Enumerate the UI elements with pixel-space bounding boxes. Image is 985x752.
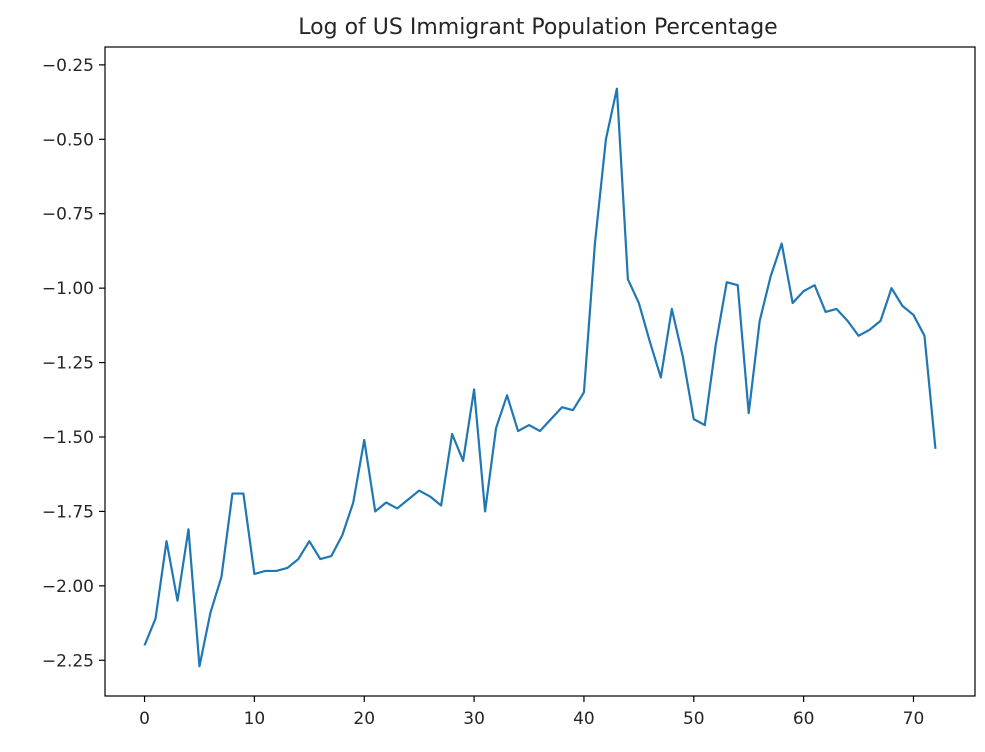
y-tick-label: −1.50 [42,428,94,448]
x-tick-label: 10 [244,709,266,729]
x-tick-label: 70 [903,709,925,729]
x-tick-label: 20 [353,709,375,729]
series-line-0 [143,87,937,668]
series-layer [143,87,937,668]
x-tick-label: 40 [573,709,595,729]
chart-title: Log of US Immigrant Population Percentag… [298,15,777,40]
plot-frame [104,46,976,697]
y-tick-label: −0.75 [42,205,94,225]
x-tick-label: 0 [139,709,150,729]
x-tick-label: 60 [793,709,815,729]
y-tick-label: −1.25 [42,354,94,374]
x-tick-label: 30 [463,709,485,729]
y-tick-label: −2.00 [42,577,94,597]
x-axis: 0 10 20 30 40 50 60 70 [139,696,924,729]
y-axis: −2.25 −2.00 −1.75 −1.50 −1.25 −1.00 −0.75 −0.50… [42,56,105,671]
y-tick-label: −0.25 [42,56,94,76]
x-tick-label: 50 [683,709,705,729]
y-tick-label: −1.75 [42,502,94,522]
y-tick-label: −0.50 [42,130,94,150]
y-tick-label: −2.25 [42,651,94,671]
y-tick-label: −1.00 [42,279,94,299]
